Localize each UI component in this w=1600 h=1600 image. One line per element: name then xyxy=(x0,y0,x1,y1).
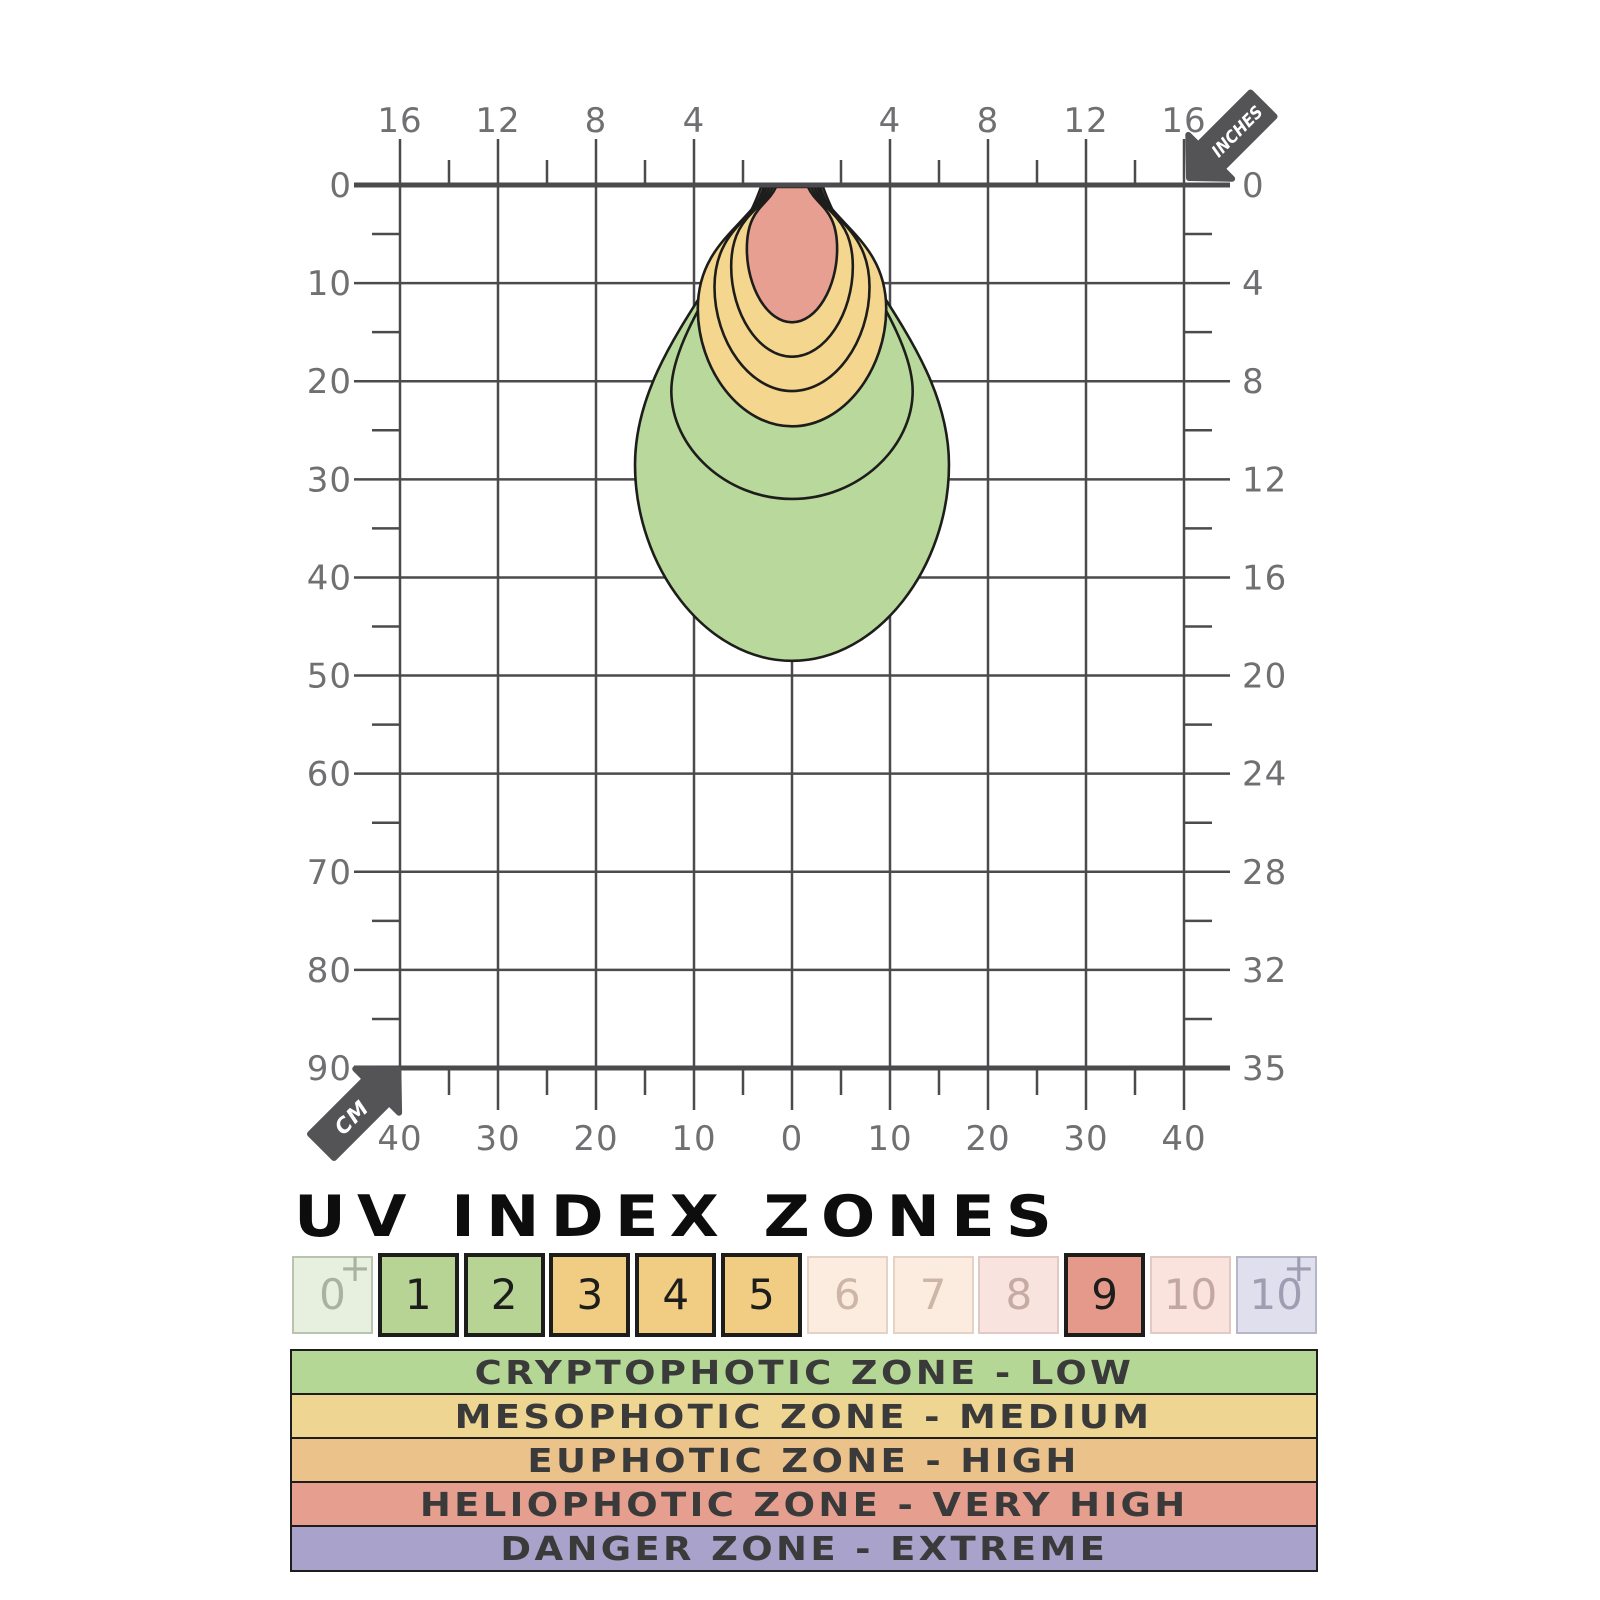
top-axis-label: 4 xyxy=(879,101,902,141)
uv-scale-box-8: 8 xyxy=(978,1256,1060,1334)
plus-superscript: + xyxy=(1282,1246,1315,1290)
left-axis-label: 60 xyxy=(307,755,352,795)
uv-scale-box-7: 7 xyxy=(892,1256,974,1334)
left-axis-label: 80 xyxy=(307,951,352,991)
uv-scale-box-6: 6 xyxy=(806,1256,888,1334)
left-axis-label: 90 xyxy=(307,1049,352,1089)
right-axis-label: 8 xyxy=(1242,362,1265,402)
uv-scale-box-1: 1 xyxy=(377,1253,459,1337)
uv-scale-number: 1 xyxy=(404,1270,432,1319)
zone-bar-1: CRYPTOPHOTIC ZONE - LOW xyxy=(290,1349,1318,1396)
left-axis-label: 40 xyxy=(307,558,352,598)
zone-bar-label: MESOPHOTIC ZONE - MEDIUM xyxy=(455,1396,1153,1436)
uv-scale-number: 0 xyxy=(319,1270,346,1319)
uv-zone-contours xyxy=(633,185,951,663)
right-axis-label: 20 xyxy=(1242,657,1287,697)
bottom-axis-label: 10 xyxy=(867,1119,912,1159)
left-axis-label: 50 xyxy=(307,657,352,697)
uv-scale-box-4: 4 xyxy=(635,1253,717,1337)
uv-scale-number: 6 xyxy=(833,1270,861,1319)
uv-scale-number: 3 xyxy=(576,1270,604,1319)
zone-bar-label: HELIOPHOTIC ZONE - VERY HIGH xyxy=(419,1484,1189,1524)
right-axis-label: 28 xyxy=(1242,853,1287,893)
top-axis-label: 4 xyxy=(683,101,706,141)
uv-scale-box-9: 9 xyxy=(1064,1253,1146,1337)
top-axis-label: 16 xyxy=(377,101,422,141)
right-axis-label: 35 xyxy=(1242,1049,1287,1089)
right-axis-label: 16 xyxy=(1242,558,1287,598)
right-axis-label: 24 xyxy=(1242,755,1287,795)
cm-arrow-shape xyxy=(306,1065,403,1162)
top-axis-label: 12 xyxy=(1063,101,1108,141)
bottom-axis-label: 30 xyxy=(475,1119,520,1159)
bottom-axis-label: 30 xyxy=(1063,1119,1108,1159)
top-axis-label: 12 xyxy=(475,101,520,141)
zone-bar-label: CRYPTOPHOTIC ZONE - LOW xyxy=(474,1352,1134,1392)
zone-legend: CRYPTOPHOTIC ZONE - LOW MESOPHOTIC ZONE -… xyxy=(290,1349,1318,1572)
zone-bar-3: EUPHOTIC ZONE - HIGH xyxy=(290,1437,1318,1484)
uv-scale-box-3: 3 xyxy=(549,1253,631,1337)
zone-bar-label: EUPHOTIC ZONE - HIGH xyxy=(527,1440,1081,1480)
left-axis-label: 30 xyxy=(307,460,352,500)
bottom-axis-label: 0 xyxy=(781,1119,804,1159)
uv-contour-index-9 xyxy=(745,185,839,324)
zone-bar-4: HELIOPHOTIC ZONE - VERY HIGH xyxy=(290,1481,1318,1528)
zone-bar-2: MESOPHOTIC ZONE - MEDIUM xyxy=(290,1393,1318,1440)
left-axis-label: 20 xyxy=(307,362,352,402)
uv-index-scale: 0 +1 2 3 4 5 6 7 8 9 10 10 + xyxy=(292,1249,1317,1337)
uv-scale-number: 10 xyxy=(1249,1270,1303,1319)
uv-scale-box-2: 2 xyxy=(463,1253,545,1337)
right-axis-label: 32 xyxy=(1242,951,1287,991)
uv-scale-number: 4 xyxy=(662,1270,690,1319)
right-axis-label: 12 xyxy=(1242,460,1287,500)
uv-scale-number: 10 xyxy=(1163,1270,1218,1319)
right-axis-label: 4 xyxy=(1242,264,1265,304)
uv-scale-box-10: 10 xyxy=(1149,1256,1231,1334)
top-axis-label: 8 xyxy=(977,101,1000,141)
bottom-axis-label: 10 xyxy=(671,1119,716,1159)
left-axis-label: 10 xyxy=(307,264,352,304)
uv-scale-box-10-plus: 10 + xyxy=(1235,1249,1317,1334)
uv-scale-number: 5 xyxy=(748,1270,775,1319)
top-axis-label: 16 xyxy=(1161,101,1206,141)
inches-arrow-shape xyxy=(1185,89,1278,182)
page-title: UV INDEX ZONES xyxy=(294,1184,1064,1250)
plus-superscript: + xyxy=(339,1246,371,1290)
uv-scale-box-0-plus: 0 + xyxy=(292,1249,373,1334)
bottom-axis-label: 40 xyxy=(377,1119,422,1159)
bottom-axis-label: 20 xyxy=(965,1119,1010,1159)
uv-scale-number: 9 xyxy=(1091,1270,1119,1319)
uv-scale-number: 8 xyxy=(1005,1270,1033,1319)
zone-bar-label: DANGER ZONE - EXTREME xyxy=(500,1528,1108,1568)
right-axis-label: 0 xyxy=(1242,166,1265,206)
bottom-axis-label: 40 xyxy=(1161,1119,1206,1159)
uv-scale-number: 7 xyxy=(919,1270,947,1319)
top-axis-label: 8 xyxy=(585,101,608,141)
left-axis-label: 0 xyxy=(329,166,352,206)
left-axis-label: 70 xyxy=(307,853,352,893)
axis-frame xyxy=(354,182,1230,1071)
bottom-axis-label: 20 xyxy=(573,1119,618,1159)
zone-bar-5: DANGER ZONE - EXTREME xyxy=(290,1525,1318,1572)
uv-scale-number: 2 xyxy=(490,1270,518,1319)
uv-scale-box-5: 5 xyxy=(720,1253,802,1337)
